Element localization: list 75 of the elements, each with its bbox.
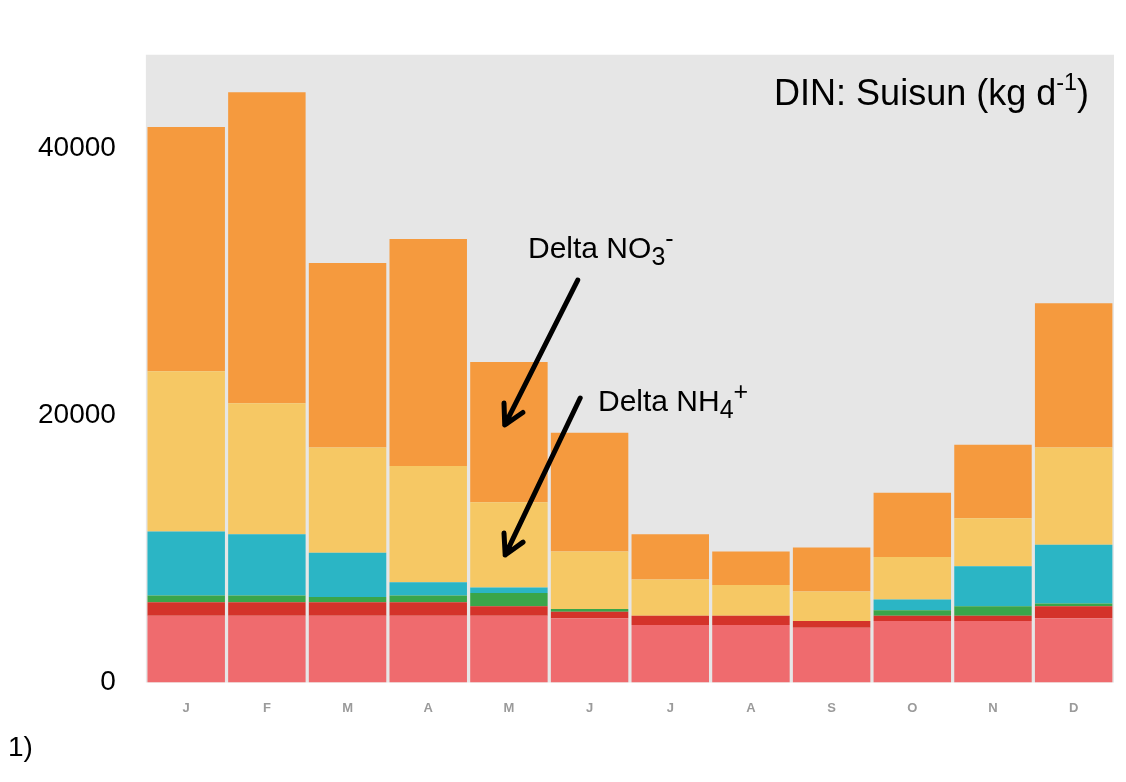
bar (389, 615, 467, 683)
x-tick-label: J (585, 699, 594, 715)
bar (712, 551, 790, 585)
x-tick-label: A (423, 699, 434, 715)
bar (792, 547, 871, 592)
bar (712, 615, 790, 625)
bar (228, 615, 306, 683)
bar (954, 606, 1032, 616)
bar (954, 566, 1032, 607)
bar (631, 615, 709, 625)
bar (631, 624, 709, 683)
y-tick-label: 20000 (37, 398, 116, 430)
bar (873, 556, 952, 600)
bar (228, 403, 306, 535)
bar (550, 551, 629, 609)
bar (954, 615, 1032, 621)
x-tick-label: J (666, 699, 674, 715)
bar (308, 263, 387, 448)
x-tick-label: J (182, 699, 190, 715)
bar (147, 602, 225, 616)
bar (792, 627, 871, 683)
bar (308, 615, 387, 683)
bar (631, 579, 709, 616)
bar (954, 518, 1032, 567)
bar (308, 602, 387, 616)
x-tick-label: M (342, 699, 353, 715)
bar (147, 615, 225, 683)
bar (631, 534, 709, 580)
bar (228, 595, 306, 603)
bar (550, 618, 629, 683)
x-tick-label: N (988, 699, 998, 715)
text: 1) (8, 730, 33, 764)
x-tick-label: A (746, 699, 757, 715)
bar (389, 239, 467, 467)
bar (1034, 618, 1113, 683)
x-tick-label: F (262, 699, 271, 715)
y-tick-label: 0 (100, 665, 116, 697)
bar (308, 596, 387, 603)
bar (389, 602, 467, 616)
bar (1034, 544, 1113, 604)
bar (147, 531, 225, 596)
bar (470, 606, 548, 616)
y-tick-label: 40000 (37, 130, 116, 162)
bar (954, 620, 1032, 683)
bar (792, 591, 871, 621)
bar (1034, 303, 1113, 448)
x-tick-label: S (827, 699, 837, 715)
bar (147, 371, 225, 532)
bar (308, 447, 387, 553)
bar (228, 92, 306, 404)
bar (470, 615, 548, 683)
bar (470, 592, 548, 607)
bar (470, 587, 548, 593)
bar (712, 584, 790, 616)
bar (308, 552, 387, 597)
bar (147, 595, 225, 603)
bar (1034, 606, 1113, 619)
bar (954, 444, 1032, 519)
bar (389, 582, 467, 596)
bar (389, 466, 467, 583)
x-tick-label: M (503, 699, 515, 715)
bar (873, 615, 952, 621)
bar (873, 610, 952, 616)
x-tick-label: D (1068, 699, 1079, 715)
bar (228, 534, 306, 596)
x-tick-label: O (907, 699, 918, 715)
bar (228, 602, 306, 616)
bar (792, 620, 871, 628)
bar (712, 624, 790, 683)
bar (1034, 447, 1113, 545)
bar (873, 492, 952, 557)
bar (147, 126, 225, 372)
bar (873, 620, 952, 683)
bar (873, 599, 952, 611)
bar (550, 608, 629, 612)
